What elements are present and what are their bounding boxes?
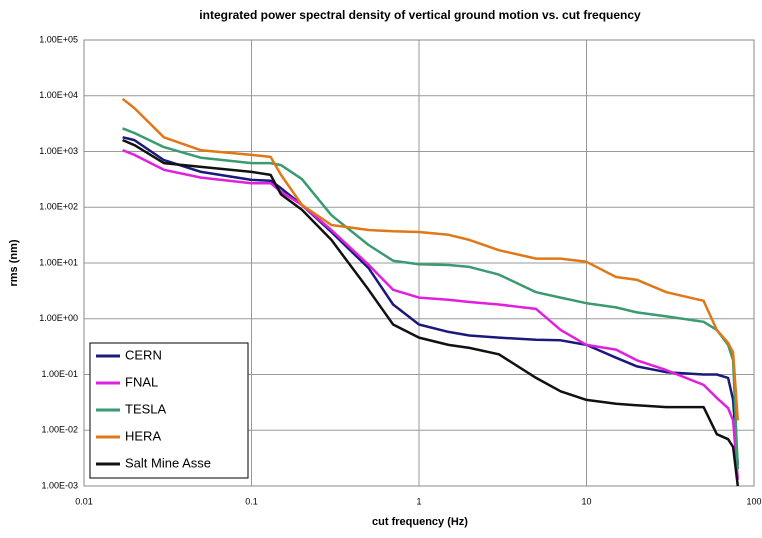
y-tick-label: 1.00E+01 (39, 257, 78, 267)
series-line (122, 127, 740, 470)
x-axis-label: cut frequency (Hz) (372, 516, 468, 528)
y-tick-label: 1.00E-01 (41, 369, 78, 379)
x-tick-label: 100 (746, 496, 761, 506)
legend-label: TESLA (125, 401, 167, 416)
series-line (121, 97, 740, 421)
legend-label: FNAL (125, 374, 158, 389)
series-line (122, 138, 740, 487)
y-tick-label: 1.00E-03 (41, 480, 78, 490)
legend-label: HERA (125, 428, 161, 443)
x-tick-label: 0.1 (245, 496, 258, 506)
x-tick-label: 1 (416, 496, 421, 506)
legend-label: CERN (125, 347, 162, 362)
y-axis-label: rms (nm) (8, 239, 20, 286)
series-line (122, 136, 740, 465)
y-tick-label: 1.00E+05 (39, 34, 78, 44)
plot-border (83, 39, 755, 487)
legend-label: Salt Mine Asse (125, 455, 211, 470)
y-tick-label: 1.00E-02 (41, 425, 78, 435)
x-tick-label: 10 (581, 496, 591, 506)
y-tick-label: 1.00E+04 (39, 90, 78, 100)
y-tick-label: 1.00E+02 (39, 202, 78, 212)
y-tick-label: 1.00E+03 (39, 146, 78, 156)
chart-title: integrated power spectral density of ver… (199, 8, 641, 22)
y-tick-label: 1.00E+00 (39, 313, 78, 323)
x-tick-label: 0.01 (75, 496, 93, 506)
series-line (122, 148, 740, 480)
